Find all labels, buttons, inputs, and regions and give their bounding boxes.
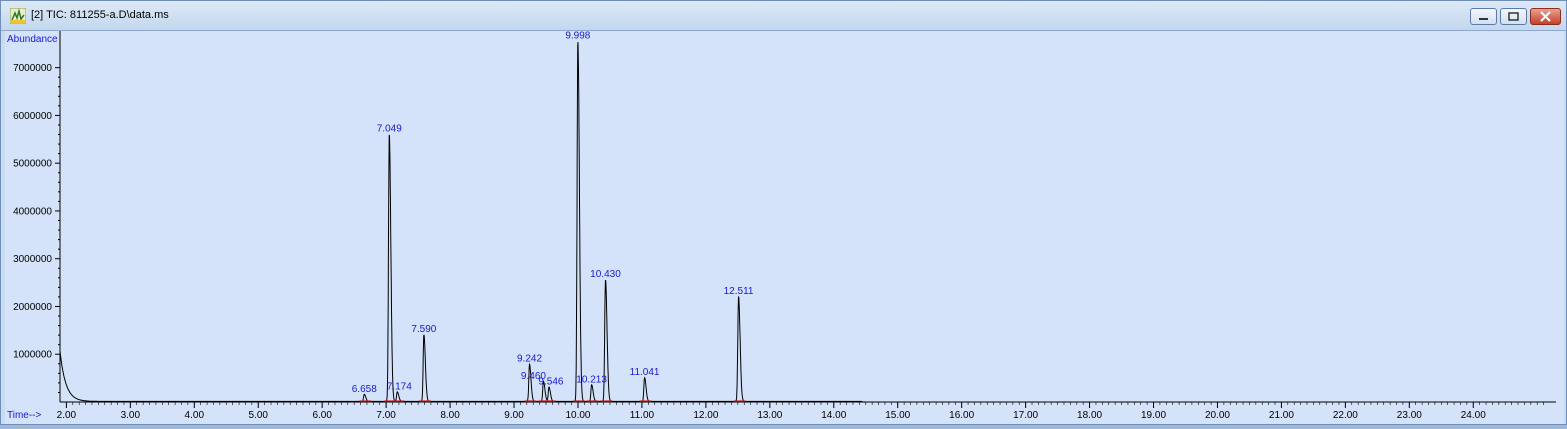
x-tick-label: 19.00 bbox=[1141, 410, 1166, 421]
x-tick-label: 6.00 bbox=[312, 410, 332, 421]
x-tick-label: 4.00 bbox=[185, 410, 205, 421]
y-axis-label: Abundance bbox=[7, 34, 58, 45]
y-tick-label: 4000000 bbox=[13, 206, 52, 217]
minimize-icon bbox=[1479, 18, 1488, 20]
peak-label: 10.430 bbox=[590, 269, 621, 280]
peak-label: 11.041 bbox=[630, 367, 660, 378]
close-button[interactable] bbox=[1530, 8, 1561, 25]
x-tick-label: 17.00 bbox=[1013, 410, 1038, 421]
peak-label: 6.658 bbox=[352, 384, 377, 395]
tic-trace bbox=[59, 42, 863, 402]
y-tick-label: 6000000 bbox=[13, 111, 52, 122]
labels-group: Abundance Time--> 6.658 7.049 7.174 7.590 9.24… bbox=[7, 30, 754, 421]
x-tick-label: 10.00 bbox=[565, 410, 590, 421]
peak-label: 7.049 bbox=[377, 124, 402, 135]
x-tick-label: 15.00 bbox=[885, 410, 910, 421]
y-tick-label: 5000000 bbox=[13, 159, 52, 170]
peak-label: 9.998 bbox=[565, 31, 590, 41]
axes-group: 1000000 2000000 3000000 4000000 5000000 60000… bbox=[13, 31, 1556, 421]
y-tick-label: 3000000 bbox=[13, 254, 52, 265]
peak-label: 9.242 bbox=[517, 354, 542, 365]
x-tick-label: 5.00 bbox=[249, 410, 269, 421]
x-tick-label: 24.00 bbox=[1461, 410, 1486, 421]
x-tick-label: 2.00 bbox=[57, 410, 77, 421]
x-tick-label: 21.00 bbox=[1269, 410, 1294, 421]
x-tick-label: 14.00 bbox=[821, 410, 846, 421]
window-title: [2] TIC: 811255-a.D\data.ms bbox=[31, 9, 169, 21]
y-tick-label: 1000000 bbox=[13, 350, 52, 361]
x-axis-label: Time--> bbox=[7, 410, 42, 421]
x-tick-label: 3.00 bbox=[121, 410, 141, 421]
y-tick-label: 7000000 bbox=[13, 63, 52, 74]
x-tick-label: 23.00 bbox=[1397, 410, 1422, 421]
x-tick-label: 7.00 bbox=[376, 410, 396, 421]
x-tick-label: 12.00 bbox=[693, 410, 718, 421]
maximize-icon bbox=[1508, 12, 1519, 21]
x-tick-label: 20.00 bbox=[1205, 410, 1230, 421]
y-tick-label: 2000000 bbox=[13, 302, 52, 313]
maximize-button[interactable] bbox=[1500, 8, 1527, 25]
chromatogram-chart: 1000000 2000000 3000000 4000000 5000000 60000… bbox=[5, 30, 1564, 424]
x-tick-label: 13.00 bbox=[757, 410, 782, 421]
x-tick-label: 22.00 bbox=[1333, 410, 1358, 421]
peak-label: 7.174 bbox=[387, 381, 412, 392]
peak-label: 7.590 bbox=[411, 324, 436, 335]
trace-group bbox=[59, 42, 863, 402]
x-tick-label: 11.00 bbox=[630, 410, 655, 421]
x-tick-label: 8.00 bbox=[440, 410, 460, 421]
chromatogram-plot: 1000000 2000000 3000000 4000000 5000000 60000… bbox=[7, 30, 1556, 421]
peak-label: 9.460 bbox=[521, 371, 546, 382]
x-tick-label: 18.00 bbox=[1077, 410, 1102, 421]
peak-label: 10.213 bbox=[576, 374, 607, 385]
peak-label: 12.511 bbox=[724, 286, 754, 297]
title-bar[interactable]: [2] TIC: 811255-a.D\data.ms bbox=[1, 1, 1566, 31]
chromatogram-app-icon bbox=[10, 8, 26, 24]
x-tick-label: 9.00 bbox=[504, 410, 524, 421]
peak-label: 9.546 bbox=[538, 377, 563, 388]
x-tick-label: 16.00 bbox=[949, 410, 974, 421]
minimize-button[interactable] bbox=[1470, 8, 1497, 25]
close-icon bbox=[1540, 11, 1551, 22]
